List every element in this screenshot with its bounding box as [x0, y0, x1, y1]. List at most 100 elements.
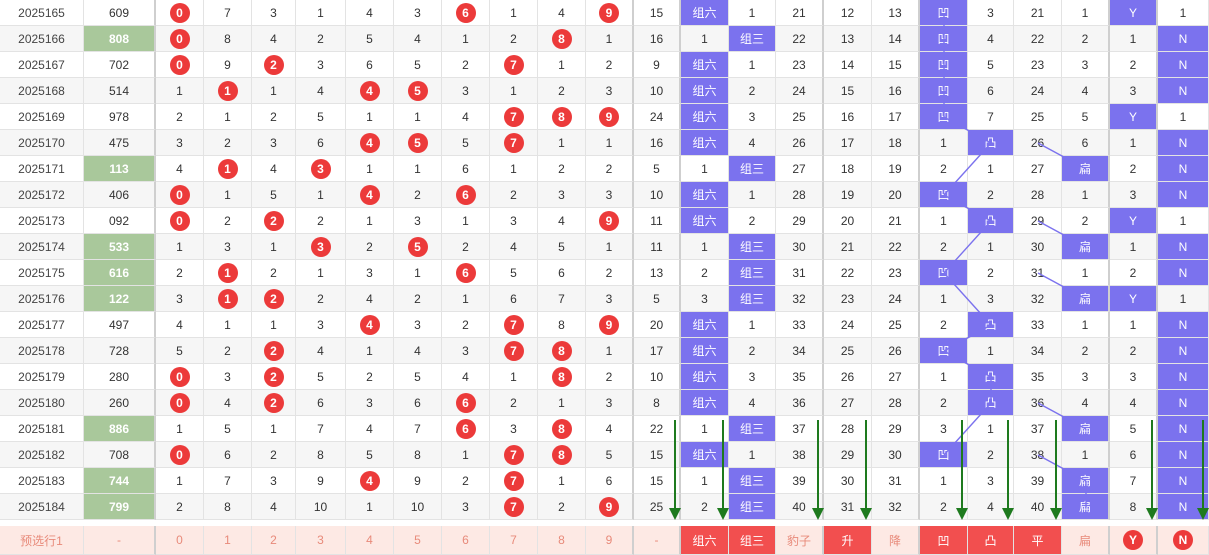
digit-omission-cell: 5 [346, 26, 394, 52]
trend-ao-cell: 1 [920, 286, 968, 312]
trend-zl-cell: 1 [681, 234, 729, 260]
trend-ao-cell: 3 [920, 416, 968, 442]
trend-bian-cell: 4 [1062, 390, 1110, 416]
digit-omission-cell: 2 [296, 26, 346, 52]
issue-number-cell: 2025171 [0, 156, 84, 182]
hit-number-ball: 8 [551, 106, 572, 127]
digit-omission-cell: 6 [442, 182, 490, 208]
trend-tu-cell: 2 [968, 442, 1014, 468]
sum-cell: 15 [634, 442, 681, 468]
prediction-z3-button[interactable]: 组三 [729, 526, 776, 555]
trend-p-cell: 31 [1014, 260, 1062, 286]
trend-c1-cell: 35 [776, 364, 824, 390]
digit-omission-cell: 3 [442, 338, 490, 364]
digit-omission-cell: 3 [394, 208, 442, 234]
hit-number-ball: 7 [503, 106, 524, 127]
trend-z3-cell: 2 [729, 338, 776, 364]
trend-zl-cell: 2 [681, 494, 729, 520]
digit-omission-cell: 4 [394, 338, 442, 364]
trend-ao-cell: 2 [920, 234, 968, 260]
digit-omission-cell: 4 [346, 78, 394, 104]
trend-c3-cell: 31 [872, 468, 920, 494]
digit-omission-cell: 7 [490, 130, 538, 156]
digit-omission-cell: 4 [586, 416, 634, 442]
issue-number-cell: 2025184 [0, 494, 84, 520]
trend-c3-cell: 27 [872, 364, 920, 390]
trend-bian-cell: 2 [1062, 208, 1110, 234]
digit-omission-cell: 2 [156, 260, 204, 286]
digit-omission-cell: 1 [252, 234, 296, 260]
digit-omission-cell: 4 [346, 416, 394, 442]
prediction-baozi-button[interactable]: 豹子 [776, 526, 824, 555]
prediction-bian-button[interactable]: 扁 [1062, 526, 1110, 555]
digit-omission-cell: 4 [156, 312, 204, 338]
digit-omission-cell: 3 [346, 390, 394, 416]
trend-p-cell: 36 [1014, 390, 1062, 416]
digit-omission-cell: 2 [252, 104, 296, 130]
prediction-n-button[interactable]: N [1158, 526, 1209, 555]
prediction-sheng-button[interactable]: 升 [824, 526, 872, 555]
draw-number-cell: 475 [84, 130, 156, 156]
prediction-digit: 4 [346, 526, 394, 555]
trend-ao-cell: 凹 [920, 260, 968, 286]
digit-omission-cell: 2 [156, 494, 204, 520]
issue-number-cell: 2025175 [0, 260, 84, 286]
digit-omission-cell: 8 [538, 26, 586, 52]
trend-bian-cell: 5 [1062, 104, 1110, 130]
trend-y-cell: 7 [1110, 468, 1158, 494]
digit-omission-cell: 6 [296, 390, 346, 416]
issue-number-cell: 2025166 [0, 26, 84, 52]
digit-omission-cell: 2 [586, 52, 634, 78]
digit-omission-cell: 3 [442, 78, 490, 104]
digit-omission-cell: 2 [586, 364, 634, 390]
draw-number-cell: 886 [84, 416, 156, 442]
prediction-ao-button[interactable]: 凹 [920, 526, 968, 555]
digit-omission-cell: 4 [442, 364, 490, 390]
issue-number-cell: 2025169 [0, 104, 84, 130]
digit-omission-cell: 1 [204, 286, 252, 312]
digit-omission-cell: 8 [538, 364, 586, 390]
digit-omission-cell: 1 [490, 156, 538, 182]
trend-c1-cell: 40 [776, 494, 824, 520]
trend-zl-cell: 组六 [681, 130, 729, 156]
trend-ao-cell: 2 [920, 156, 968, 182]
hit-number-ball: 3 [310, 236, 331, 257]
draw-number-cell: 113 [84, 156, 156, 182]
digit-omission-cell: 6 [394, 390, 442, 416]
trend-tu-cell: 凸 [968, 390, 1014, 416]
hit-number-ball: 0 [169, 444, 190, 465]
issue-number-cell: 2025168 [0, 78, 84, 104]
digit-omission-cell: 5 [204, 416, 252, 442]
trend-z3-cell: 组三 [729, 156, 776, 182]
digit-omission-cell: 2 [346, 234, 394, 260]
trend-tu-cell: 4 [968, 494, 1014, 520]
digit-omission-cell: 7 [490, 312, 538, 338]
trend-p-cell: 33 [1014, 312, 1062, 338]
prediction-jiang-button[interactable]: 降 [872, 526, 920, 555]
issue-number-cell: 2025174 [0, 234, 84, 260]
issue-number-cell: 2025183 [0, 468, 84, 494]
issue-number-cell: 2025177 [0, 312, 84, 338]
trend-z3-cell: 组三 [729, 286, 776, 312]
hit-number-ball: 0 [169, 28, 190, 49]
trend-c2-cell: 20 [824, 208, 872, 234]
prediction-tu-button[interactable]: 凸 [968, 526, 1014, 555]
digit-omission-cell: 4 [346, 286, 394, 312]
sum-cell: 25 [634, 494, 681, 520]
digit-omission-cell: 2 [296, 208, 346, 234]
prediction-ping-button[interactable]: 平 [1014, 526, 1062, 555]
trend-n-cell: N [1158, 312, 1209, 338]
trend-y-cell: Y [1110, 208, 1158, 234]
trend-y-cell: 2 [1110, 52, 1158, 78]
trend-ao-cell: 2 [920, 390, 968, 416]
hit-number-ball: 6 [455, 184, 476, 205]
prediction-zl-button[interactable]: 组六 [681, 526, 729, 555]
trend-p-cell: 32 [1014, 286, 1062, 312]
digit-omission-cell: 1 [442, 286, 490, 312]
draw-number-cell: 744 [84, 468, 156, 494]
digit-omission-cell: 7 [296, 416, 346, 442]
sum-cell: 9 [634, 52, 681, 78]
trend-zl-cell: 组六 [681, 52, 729, 78]
prediction-y-button[interactable]: Y [1110, 526, 1158, 555]
digit-omission-cell: 5 [296, 104, 346, 130]
